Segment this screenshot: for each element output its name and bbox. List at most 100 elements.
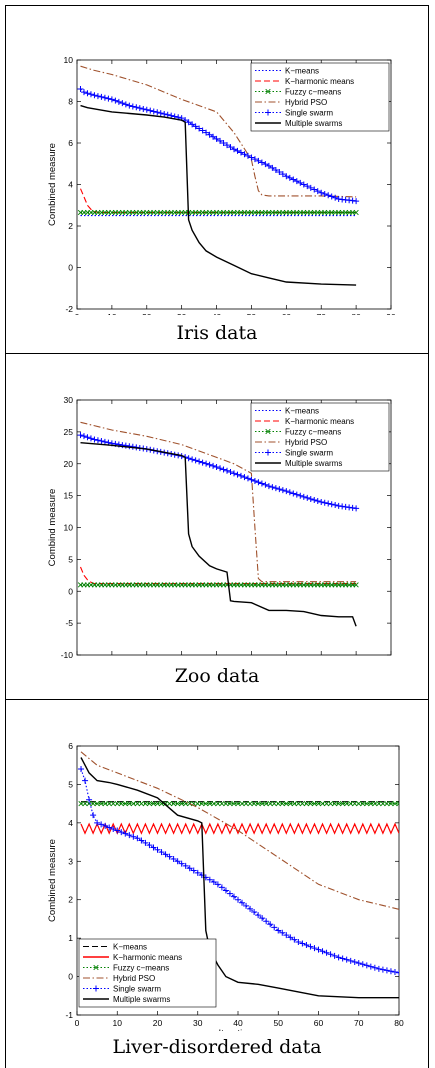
series-line-5 (80, 757, 399, 999)
top-rule (5, 5, 429, 6)
plus-marker (255, 479, 262, 486)
plus-marker (391, 968, 398, 975)
plus-marker (218, 884, 225, 891)
plus-marker (222, 887, 229, 894)
plus-marker (185, 455, 192, 462)
plus-marker (335, 954, 342, 961)
plus-marker (154, 109, 161, 116)
plus-marker (190, 867, 197, 874)
x-marker (299, 801, 306, 807)
plus-marker (227, 469, 234, 476)
x-marker (106, 801, 112, 807)
plus-marker (299, 940, 306, 947)
plus-marker (295, 938, 302, 945)
plus-marker (98, 438, 105, 445)
y-tick-label: 5 (68, 554, 73, 564)
x-marker (94, 801, 100, 807)
y-tick-label: -5 (65, 618, 73, 628)
plus-marker (279, 929, 286, 936)
plus-marker (321, 499, 328, 506)
plus-marker (307, 943, 314, 950)
x-marker (247, 801, 253, 807)
y-tick-label: -10 (61, 650, 74, 659)
plus-marker (189, 456, 196, 463)
x-marker (368, 801, 374, 807)
x-marker (187, 801, 193, 807)
plus-marker (307, 495, 314, 502)
plus-marker (143, 106, 150, 113)
legend-label-4: Single swarm (113, 985, 161, 994)
plus-marker (101, 438, 108, 445)
plus-marker (98, 821, 105, 828)
x-tick-label: 60 (314, 1018, 324, 1028)
caption-zoo: Zoo data (174, 665, 260, 687)
plus-marker (279, 487, 286, 494)
caption-liver: Liver-disordered data (112, 1036, 322, 1058)
plus-marker (343, 956, 350, 963)
legend-label-2: Fuzzy c−means (113, 964, 169, 973)
x-marker (207, 801, 213, 807)
panel-zoo: 0102030405060708090-10-5051015202530Iter… (5, 353, 429, 699)
legend-label-0: K−means (113, 943, 147, 952)
x-tick-label: 20 (153, 1018, 163, 1028)
plus-marker (182, 862, 189, 869)
x-marker (154, 801, 161, 807)
y-tick-label: -1 (65, 1010, 73, 1020)
plus-marker (248, 154, 255, 161)
legend-label-5: Multiple swarms (285, 119, 342, 128)
plus-marker (220, 140, 227, 146)
x-marker (93, 964, 99, 971)
plus-marker (379, 966, 386, 973)
x-marker (231, 801, 237, 807)
y-tick-label: 2 (68, 895, 73, 905)
plus-marker (283, 173, 290, 180)
x-tick-label: 50 (274, 1018, 284, 1028)
x-marker (150, 801, 157, 807)
plus-marker (91, 92, 98, 99)
x-marker (118, 801, 124, 807)
plus-marker (101, 94, 108, 101)
plus-marker (224, 467, 231, 474)
plus-marker (91, 436, 98, 443)
plus-marker (235, 896, 241, 903)
plus-marker (168, 112, 175, 119)
plus-marker (237, 149, 244, 156)
plus-marker (126, 102, 133, 109)
plus-marker (258, 159, 265, 166)
x-marker (287, 801, 293, 807)
plus-marker (136, 105, 143, 112)
plus-marker (276, 169, 283, 176)
x-marker (353, 209, 359, 216)
y-tick-label: 25 (64, 427, 74, 437)
x-tick-label: 90 (386, 312, 396, 315)
plus-marker (226, 890, 233, 897)
legend-label-1: K−harmonic means (285, 417, 354, 426)
plus-marker (133, 104, 140, 111)
plus-marker (122, 830, 129, 837)
plus-marker (122, 101, 129, 108)
x-marker (279, 801, 285, 807)
plus-marker (203, 129, 210, 136)
plus-marker (258, 480, 265, 487)
plus-marker (105, 95, 112, 102)
x-tick-label: 70 (316, 312, 326, 315)
plus-marker (328, 501, 335, 508)
plus-marker (248, 476, 255, 483)
x-marker (315, 801, 322, 807)
plus-marker (93, 985, 99, 992)
plus-marker (318, 189, 325, 196)
plus-marker (325, 500, 332, 507)
x-marker (223, 801, 229, 807)
plus-marker (367, 963, 374, 970)
x-tick-label: 80 (394, 1018, 404, 1028)
x-tick-label: 80 (351, 658, 361, 659)
plus-marker (110, 826, 117, 833)
legend-label-1: K−harmonic means (285, 77, 354, 86)
plus-marker (217, 137, 224, 144)
x-marker (356, 801, 362, 807)
plus-marker (80, 433, 87, 440)
plus-marker (283, 932, 290, 939)
plus-marker (283, 488, 290, 495)
plus-marker (349, 504, 356, 511)
